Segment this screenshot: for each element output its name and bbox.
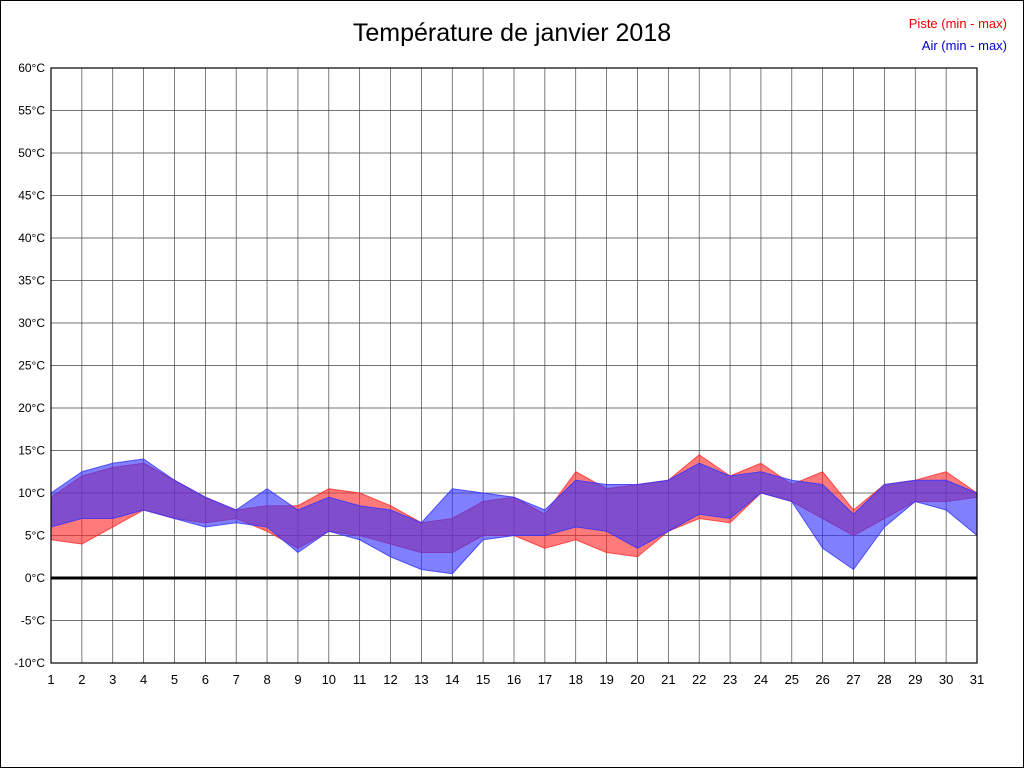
y-tick-label: -10°C <box>14 656 45 670</box>
x-tick-label: 20 <box>630 672 644 687</box>
x-tick-label: 24 <box>754 672 768 687</box>
y-tick-label: 30°C <box>18 316 45 330</box>
y-tick-label: 10°C <box>18 486 45 500</box>
y-tick-label: 55°C <box>18 104 45 118</box>
x-tick-label: 17 <box>538 672 552 687</box>
y-tick-label: 45°C <box>18 189 45 203</box>
y-tick-label: 20°C <box>18 401 45 415</box>
x-tick-label: 28 <box>877 672 891 687</box>
y-tick-label: 35°C <box>18 274 45 288</box>
x-tick-label: 27 <box>846 672 860 687</box>
x-tick-label: 21 <box>661 672 675 687</box>
x-tick-label: 7 <box>233 672 240 687</box>
x-tick-label: 8 <box>263 672 270 687</box>
x-tick-label: 14 <box>445 672 459 687</box>
x-tick-label: 13 <box>414 672 428 687</box>
x-tick-label: 9 <box>294 672 301 687</box>
legend-piste: Piste (min - max) <box>908 16 1007 31</box>
x-tick-label: 1 <box>47 672 54 687</box>
x-tick-label: 18 <box>568 672 582 687</box>
y-tick-label: -5°C <box>21 614 45 628</box>
y-tick-label: 15°C <box>18 444 45 458</box>
y-tick-label: 40°C <box>18 231 45 245</box>
x-tick-label: 16 <box>507 672 521 687</box>
x-tick-label: 19 <box>599 672 613 687</box>
x-tick-label: 25 <box>785 672 799 687</box>
y-tick-label: 25°C <box>18 359 45 373</box>
chart-title: Température de janvier 2018 <box>352 19 672 47</box>
y-tick-label: 50°C <box>18 146 45 160</box>
x-tick-label: 3 <box>109 672 116 687</box>
x-tick-label: 30 <box>939 672 953 687</box>
x-tick-label: 22 <box>692 672 706 687</box>
x-tick-label: 29 <box>908 672 922 687</box>
x-tick-label: 5 <box>171 672 178 687</box>
x-tick-label: 31 <box>970 672 984 687</box>
y-tick-label: 0°C <box>25 571 45 585</box>
x-tick-label: 2 <box>78 672 85 687</box>
y-tick-label: 5°C <box>25 529 45 543</box>
x-tick-label: 26 <box>815 672 829 687</box>
x-tick-label: 4 <box>140 672 147 687</box>
x-tick-label: 15 <box>476 672 490 687</box>
x-tick-label: 6 <box>202 672 209 687</box>
legend-air: Air (min - max) <box>921 38 1007 53</box>
x-tick-label: 23 <box>723 672 737 687</box>
x-tick-label: 11 <box>353 672 367 687</box>
x-tick-label: 10 <box>322 672 336 687</box>
x-tick-label: 12 <box>383 672 397 687</box>
y-tick-label: 60°C <box>18 61 45 75</box>
plot-border <box>50 67 978 664</box>
